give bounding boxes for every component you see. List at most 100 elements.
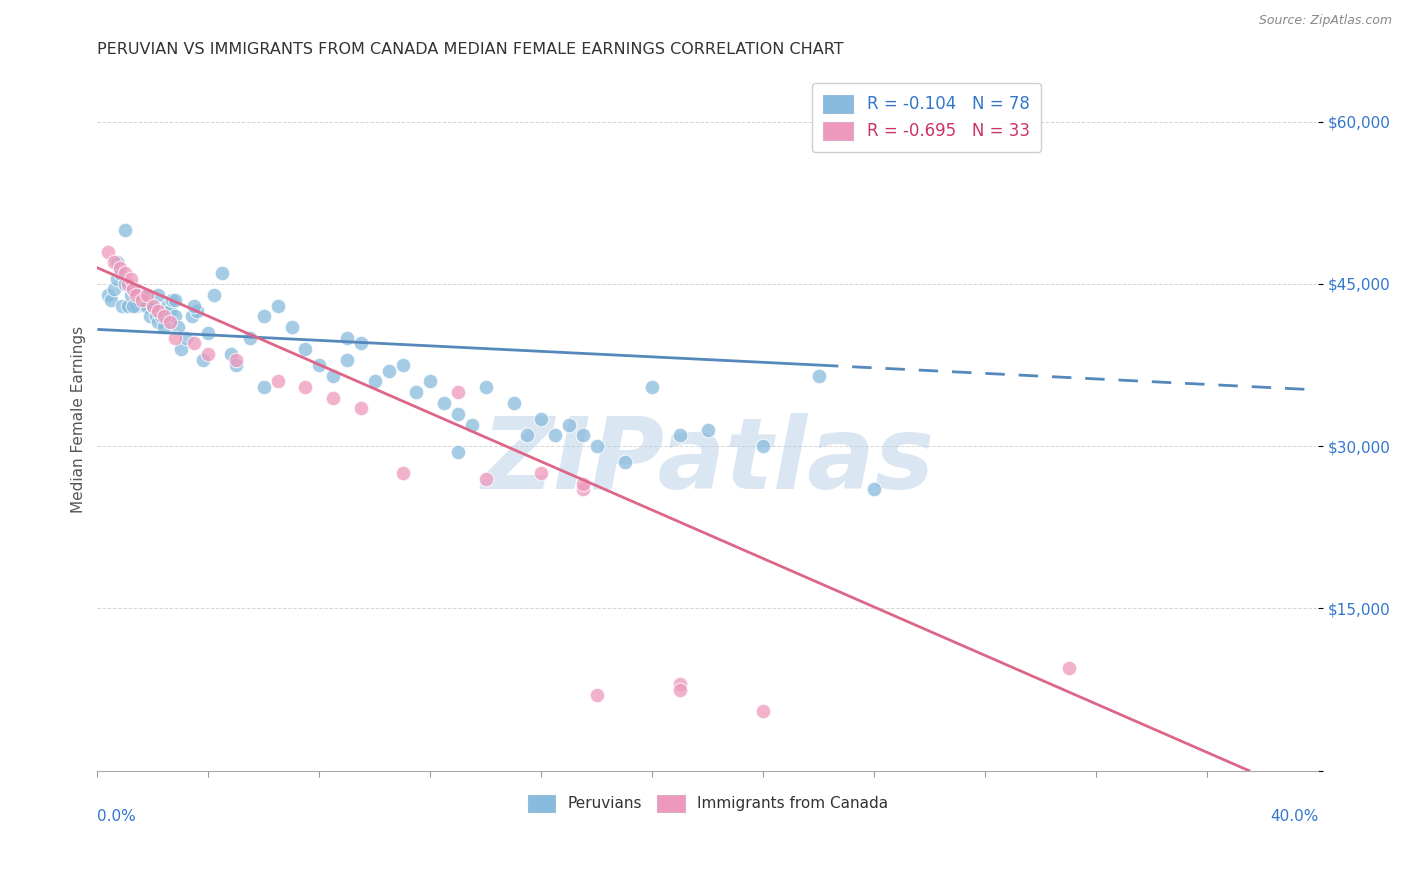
Point [166,320,188,334]
Point [162,293,184,308]
Point [117,277,139,291]
Point [807,368,830,383]
Point [669,682,692,697]
Point [120,271,142,285]
Point [294,380,316,394]
Point [197,326,219,340]
Point [150,310,173,324]
Point [239,331,262,345]
Point [100,293,122,308]
Point [103,282,125,296]
Point [139,310,162,324]
Point [219,347,242,361]
Point [117,299,139,313]
Point [202,287,225,301]
Point [134,299,156,313]
Point [586,688,609,702]
Point [322,368,344,383]
Point [108,260,131,275]
Point [280,320,302,334]
Point [475,472,498,486]
Point [153,310,176,324]
Point [148,315,170,329]
Point [669,428,692,442]
Point [103,255,125,269]
Point [183,336,205,351]
Point [322,391,344,405]
Point [544,428,567,442]
Point [97,244,120,259]
Point [114,266,136,280]
Point [108,266,131,280]
Point [114,223,136,237]
Point [267,299,290,313]
Legend: Peruvians, Immigrants from Canada: Peruvians, Immigrants from Canada [520,788,896,820]
Point [863,483,886,497]
Point [752,439,775,453]
Point [105,255,128,269]
Point [120,287,142,301]
Point [180,310,202,324]
Point [613,455,636,469]
Point [696,423,718,437]
Point [253,310,276,324]
Point [197,347,219,361]
Point [174,331,197,345]
Point [405,385,427,400]
Point [447,407,470,421]
Point [125,287,148,301]
Point [122,299,145,313]
Point [391,358,413,372]
Point [165,331,187,345]
Point [165,310,187,324]
Point [572,483,595,497]
Point [530,467,553,481]
Point [1057,661,1080,675]
Text: ZIPatlas: ZIPatlas [481,413,935,510]
Point [447,444,470,458]
Point [752,704,775,718]
Point [433,396,456,410]
Point [377,363,399,377]
Point [461,417,484,432]
Point [225,352,247,367]
Point [142,299,165,313]
Point [558,417,581,432]
Point [186,304,208,318]
Point [447,385,470,400]
Point [641,380,664,394]
Point [475,380,498,394]
Point [267,374,290,388]
Point [211,266,233,280]
Point [142,299,165,313]
Point [136,299,159,313]
Point [350,401,373,416]
Point [156,299,179,313]
Point [350,336,373,351]
Point [586,439,609,453]
Point [111,299,134,313]
Point [336,352,359,367]
Point [169,342,191,356]
Text: 40.0%: 40.0% [1270,809,1319,824]
Point [131,293,153,308]
Point [128,293,150,308]
Point [225,358,247,372]
Point [419,374,441,388]
Text: PERUVIAN VS IMMIGRANTS FROM CANADA MEDIAN FEMALE EARNINGS CORRELATION CHART: PERUVIAN VS IMMIGRANTS FROM CANADA MEDIA… [97,42,844,57]
Point [391,467,413,481]
Point [159,315,181,329]
Point [516,428,538,442]
Point [136,287,159,301]
Point [153,320,176,334]
Point [253,380,276,394]
Point [148,304,170,318]
Point [572,428,595,442]
Point [294,342,316,356]
Point [669,677,692,691]
Point [308,358,330,372]
Point [125,299,148,313]
Point [131,287,153,301]
Point [183,299,205,313]
Point [136,287,159,301]
